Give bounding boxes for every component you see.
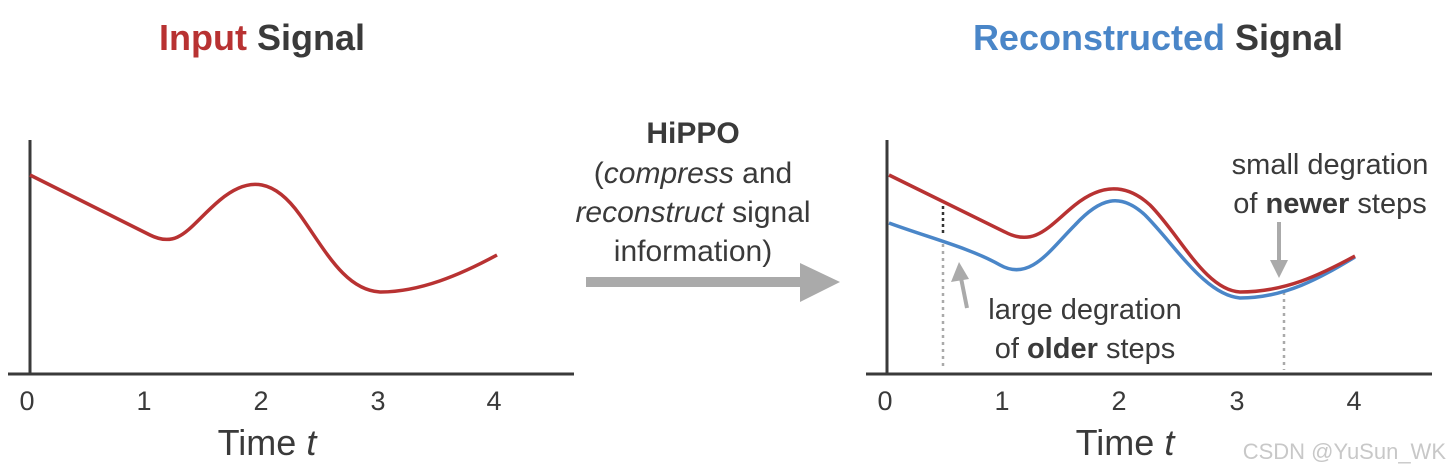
right-xtick-0: 0	[877, 386, 892, 416]
input-signal-title: Input Signal	[159, 17, 365, 58]
older-steps-arrow-icon	[951, 262, 969, 309]
left-x-axis-label: Time t	[218, 422, 319, 463]
small-degration-line1: small degration	[1232, 149, 1429, 181]
left-xtick-0: 0	[19, 386, 34, 416]
newer-steps-arrow-icon	[1270, 222, 1288, 278]
right-xtick-4: 4	[1346, 386, 1361, 416]
right-xtick-1: 1	[994, 386, 1009, 416]
input-signal-curve-overlay	[888, 173, 1356, 294]
signal-title-word: Signal	[257, 17, 365, 58]
signal-title-word-right: Signal	[1235, 17, 1343, 58]
left-xtick-4: 4	[486, 386, 501, 416]
watermark: CSDN @YuSun_WK	[1243, 439, 1447, 464]
reconstructed-title-word: Reconstructed	[973, 17, 1225, 58]
reconstructed-signal-panel: Reconstructed Signal small degration of …	[866, 17, 1432, 463]
hippo-line-compress: (compress and	[594, 157, 792, 190]
left-xtick-3: 3	[370, 386, 385, 416]
hippo-explanation: HiPPO (compress and reconstruct signal i…	[575, 117, 840, 302]
small-degration-line2: of newer steps	[1233, 188, 1426, 220]
input-signal-curve	[29, 173, 498, 294]
right-xtick-2: 2	[1111, 386, 1126, 416]
input-title-word: Input	[159, 17, 247, 58]
hippo-line-reconstruct: reconstruct signal	[575, 196, 810, 229]
right-arrow-icon	[586, 263, 840, 302]
large-degration-line2: of older steps	[995, 333, 1176, 365]
hippo-line-information: information)	[614, 235, 772, 268]
newer-bold-word: newer	[1266, 188, 1350, 220]
input-signal-panel: Input Signal 0 1 2 3 4 Time t	[8, 17, 574, 463]
reconstructed-signal-curve	[888, 199, 1356, 300]
right-xtick-3: 3	[1229, 386, 1244, 416]
hippo-heading: HiPPO	[646, 117, 739, 150]
left-xtick-2: 2	[253, 386, 268, 416]
right-x-axis-label: Time t	[1076, 422, 1177, 463]
left-xtick-1: 1	[136, 386, 151, 416]
older-bold-word: older	[1027, 333, 1098, 365]
large-degration-line1: large degration	[988, 294, 1181, 326]
reconstructed-signal-title: Reconstructed Signal	[973, 17, 1343, 58]
